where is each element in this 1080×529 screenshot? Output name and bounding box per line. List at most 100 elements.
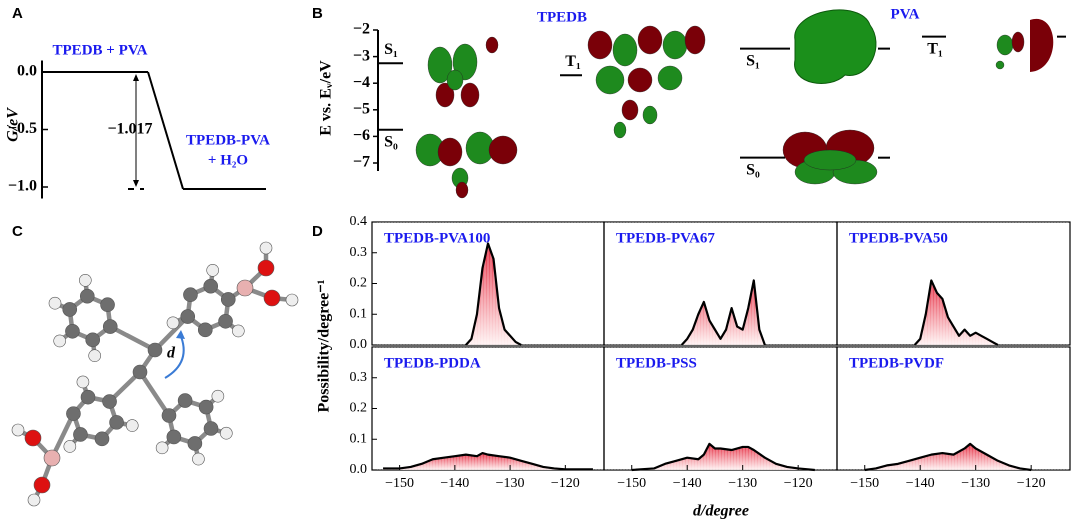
plot-title: TPEDB-PDDA [384,355,481,371]
atom [73,427,88,442]
curve [631,442,815,472]
orbital-lobe [437,137,463,167]
x-axis-label: d/degree [693,503,749,520]
x-tick-label: −150 [850,476,879,491]
x-tick-label: −140 [673,476,702,491]
level-label: S₀ [746,161,760,178]
curve [465,242,522,346]
atom [203,421,219,436]
dihedral-symbol: d [167,345,176,362]
atom [285,293,299,307]
atom [43,449,61,467]
y-tick-label: −2 [353,21,370,38]
orbital-lobe [803,149,857,171]
atom [94,431,110,447]
atom [65,323,80,339]
atom [166,316,180,330]
area-fill [465,243,522,345]
x-tick-label: −140 [906,476,935,491]
atom [259,241,273,255]
atom [79,288,95,304]
x-tick-label: −140 [440,476,469,491]
atom [63,440,77,453]
atom [100,297,115,313]
level-label: S₁ [746,52,760,69]
level-label: S₁ [384,41,398,58]
y-tick-label: −4 [353,74,370,91]
orbital-lobe [488,135,518,165]
orbital-lobe [612,33,638,67]
atom [62,302,78,317]
curve [680,279,766,346]
atom [155,441,169,455]
level-label: T₁ [565,53,581,70]
atom [132,364,148,380]
orbital-lobe [613,121,627,139]
orbital-lobe [452,43,478,81]
curve [864,442,1032,472]
state-label: + H₂O [208,152,248,168]
x-tick-label: −120 [551,476,580,491]
molecule-name: TPEDB [537,9,587,25]
curve [913,279,999,346]
panel-label: C [12,223,23,240]
atom [257,259,275,277]
orbital-lobe [627,67,653,93]
atom [79,273,92,287]
plot-title: TPEDB-PSS [616,355,697,371]
curve [383,451,593,471]
panel-label: A [12,5,23,22]
orbital-lobe [595,65,625,95]
atom [48,296,62,310]
atom [220,292,236,307]
y-tick-label: 0.0 [350,462,368,477]
atom [109,415,124,430]
x-tick-label: −150 [617,476,646,491]
atom [66,406,81,421]
atom [53,334,66,348]
area-fill [914,280,998,345]
orbital-lobe [996,34,1014,56]
orbital-lobe [455,181,469,199]
orbital-lobe [637,25,663,55]
atom [236,279,254,297]
atom [183,287,198,303]
atom [125,419,139,432]
atom [11,423,25,437]
y-tick-label: 0.2 [350,276,368,291]
y-tick-label: −3 [353,47,370,64]
atom [177,393,193,408]
atom [263,289,281,307]
orbital-lobe [995,60,1005,70]
plot-title: TPEDB-PVA50 [849,230,948,246]
orbital-lobe [427,46,453,84]
atom [218,313,233,329]
orbital-lobe [485,36,499,54]
y-axis-label: E vs. Eᵥ/eV [318,60,335,136]
atom [206,263,219,277]
orbital-lobe [621,99,639,121]
bond [138,370,171,417]
orbital-blob [1030,18,1054,72]
transition [147,71,184,190]
x-tick-label: −130 [496,476,525,491]
y-tick-label: −6 [353,127,370,144]
orbital-lobe [662,30,688,60]
level-label: T₁ [927,40,943,57]
x-tick-label: −120 [1017,476,1046,491]
y-tick-label: 0.0 [350,337,368,352]
atom [180,309,196,324]
bond [109,324,157,352]
plot-title: TPEDB-PVA100 [384,230,490,246]
orbital-blob [794,9,877,84]
orbital-lobe [587,30,613,60]
orbital-lobe [657,65,683,91]
atom [76,375,90,389]
x-tick-label: −150 [385,476,414,491]
atom [166,429,182,445]
plot-title: TPEDB-PVDF [849,355,944,371]
molecule-name: PVA [891,6,920,22]
orbital-lobe [684,25,706,55]
atom [232,324,245,338]
orbital-lobe [460,82,480,108]
